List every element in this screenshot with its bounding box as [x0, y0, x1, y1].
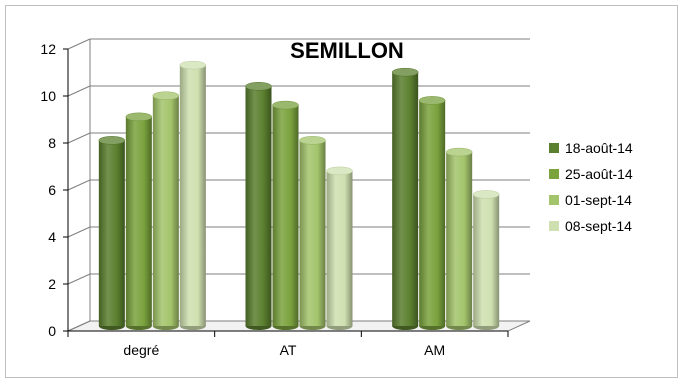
bar-body — [327, 171, 353, 326]
gridline-side — [68, 180, 90, 190]
y-tick-label: 2 — [48, 276, 56, 292]
bar-top — [392, 68, 418, 76]
bar-top — [99, 136, 125, 144]
bar-top — [273, 101, 299, 109]
gridline-side — [68, 86, 90, 96]
bar — [473, 190, 499, 330]
legend-swatch — [549, 169, 559, 179]
x-tick-label: AT — [280, 342, 297, 358]
bar — [327, 167, 353, 330]
bar — [419, 96, 445, 330]
legend-swatch — [549, 143, 559, 153]
legend-swatch — [549, 221, 559, 231]
bar — [99, 136, 125, 330]
bar-body — [126, 117, 152, 326]
bar-top — [473, 190, 499, 198]
legend-label: 08-sept-14 — [565, 218, 632, 234]
legend: 18-août-14 25-août-14 01-sept-14 08-sept-14 — [549, 140, 633, 234]
bar-chart: 0 2 4 6 8 10 12 degré AT AM SEMILLON 18-août-14 25… — [6, 6, 679, 379]
bar-top — [126, 113, 152, 121]
y-tick-label: 0 — [48, 323, 56, 339]
y-tick-label: 10 — [40, 88, 56, 104]
legend-label: 25-août-14 — [565, 166, 633, 182]
x-tick-label: AM — [424, 342, 445, 358]
bar — [126, 113, 152, 330]
bar — [246, 82, 272, 330]
bar-top — [300, 136, 326, 144]
chart-title: SEMILLON — [290, 38, 404, 63]
chart-area: 0 2 4 6 8 10 12 degré AT AM SEMILLON 18-août-14 25… — [5, 5, 678, 378]
bar — [392, 68, 418, 330]
gridline-side — [68, 274, 90, 284]
bar-body — [473, 194, 499, 326]
y-tick-label: 4 — [48, 229, 56, 245]
bar — [273, 101, 299, 330]
gridline-side — [68, 227, 90, 237]
bar — [180, 61, 206, 330]
bar — [153, 92, 179, 330]
bar-body — [446, 152, 472, 326]
y-tick-label: 12 — [40, 41, 56, 57]
bar-body — [392, 72, 418, 326]
y-tick-label: 8 — [48, 135, 56, 151]
bar-body — [300, 140, 326, 326]
bar-body — [153, 96, 179, 326]
bar-body — [419, 100, 445, 326]
bar — [446, 148, 472, 330]
bar-top — [327, 167, 353, 175]
y-tick-label: 6 — [48, 182, 56, 198]
bar-body — [180, 65, 206, 326]
bar-body — [246, 86, 272, 326]
legend-label: 18-août-14 — [565, 140, 633, 156]
bar-body — [273, 105, 299, 326]
bar-top — [419, 96, 445, 104]
gridline-side — [68, 133, 90, 143]
bar-top — [180, 61, 206, 69]
bar — [300, 136, 326, 330]
bar-top — [153, 92, 179, 100]
bar-top — [246, 82, 272, 90]
gridline-side — [68, 39, 90, 49]
bar-body — [99, 140, 125, 326]
bar-top — [446, 148, 472, 156]
legend-label: 01-sept-14 — [565, 192, 632, 208]
x-tick-label: degré — [123, 342, 159, 358]
legend-swatch — [549, 195, 559, 205]
